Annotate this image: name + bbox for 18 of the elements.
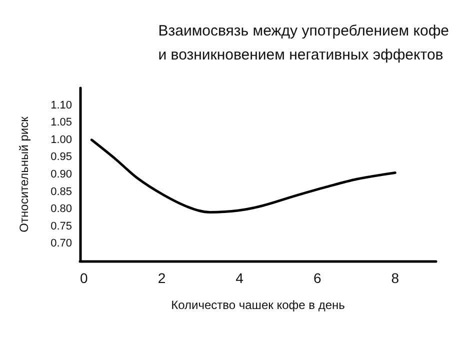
x-axis-title: Количество чашек кофе в день xyxy=(171,298,345,312)
x-tick-label: 8 xyxy=(391,270,400,286)
y-tick-label: 1.05 xyxy=(50,116,72,129)
y-tick-label: 0.70 xyxy=(50,238,72,250)
y-tick-label: 1.10 xyxy=(50,99,72,112)
y-tick-label: 0.85 xyxy=(50,186,72,198)
x-tick-label: 6 xyxy=(313,270,322,286)
chart-title: Взаимосвязь между употреблением кофе и возникновением негативных эффектов xyxy=(158,22,450,64)
y-axis-title: Относительный риск xyxy=(17,116,31,232)
line-series xyxy=(90,138,396,214)
y-tick-label: 0.95 xyxy=(50,151,72,164)
x-tick-label: 2 xyxy=(158,270,166,286)
x-tick-label: 0 xyxy=(80,270,88,286)
y-tick-label: 0.80 xyxy=(50,203,72,216)
y-tick-label: 0.90 xyxy=(50,168,72,180)
y-tick-label: 1.00 xyxy=(50,134,72,146)
x-tick-label: 4 xyxy=(236,270,244,286)
y-tick-label: 0.75 xyxy=(50,220,72,232)
